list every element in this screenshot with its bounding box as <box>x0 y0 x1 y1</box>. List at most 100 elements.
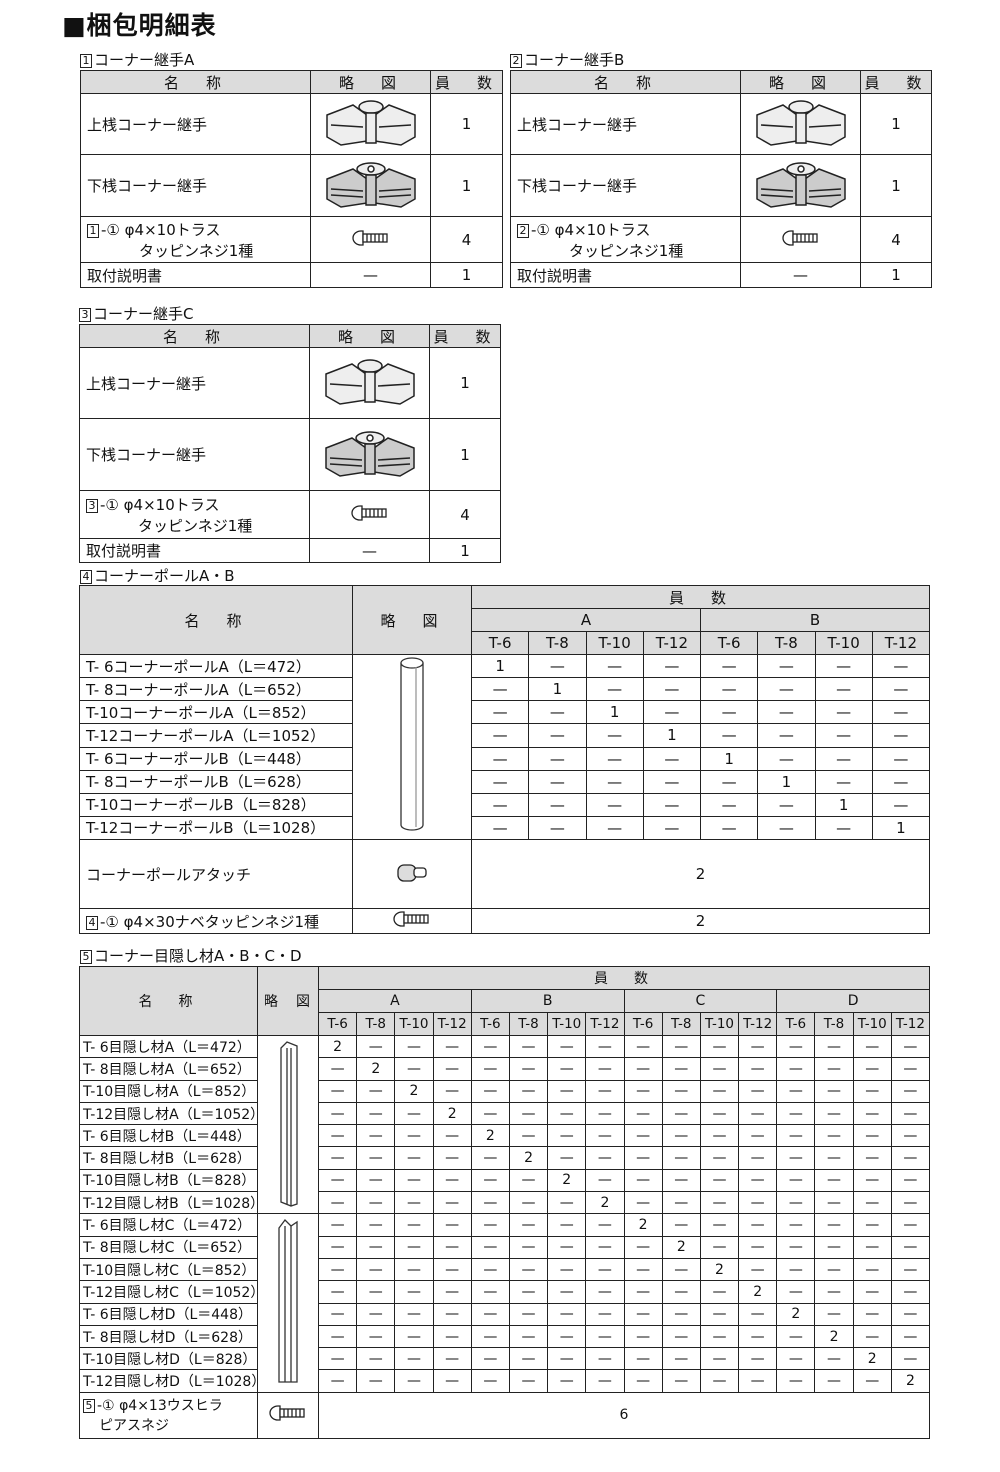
size-header: T-12 <box>738 1012 778 1036</box>
item-name: φ4×10トラス <box>554 220 651 239</box>
header-name: 名 称 <box>510 70 741 94</box>
qty: — <box>661 1302 701 1326</box>
table-row: 上桟コーナー継手 1 <box>79 347 501 419</box>
qty: — <box>394 1324 434 1349</box>
qty: 1 <box>429 347 501 419</box>
qty: — <box>356 1324 396 1349</box>
qty: 2 <box>470 839 931 909</box>
item-sub-number: -① <box>100 912 119 931</box>
qty: — <box>317 1057 358 1081</box>
qty: — <box>508 1369 549 1393</box>
qty: — <box>585 769 644 794</box>
section-title: コーナー継手B <box>524 51 625 69</box>
item-name: φ4×10トラス <box>124 220 221 239</box>
qty: — <box>585 1257 625 1282</box>
qty: — <box>699 677 759 702</box>
qty: — <box>852 1079 892 1103</box>
qty: — <box>814 1369 854 1393</box>
size-header: T-6 <box>470 631 530 655</box>
header-name: 名 称 <box>79 585 353 655</box>
item-name: T-10目隠し材D（L＝828） <box>79 1347 258 1371</box>
table-row: 下桟コーナー継手 1 <box>510 154 932 217</box>
qty: — <box>890 1324 931 1349</box>
qty: — <box>585 792 644 817</box>
qty: 2 <box>585 1191 625 1215</box>
qty: — <box>356 1168 396 1193</box>
table-row: 上桟コーナー継手 1 <box>510 93 932 155</box>
qty: — <box>585 1079 625 1103</box>
qty: — <box>508 1347 549 1371</box>
table-row: T- 6コーナーポールA（L＝472） 1— — — — — — — <box>79 653 931 840</box>
qty: — <box>871 677 931 702</box>
qty: 1 <box>860 262 932 288</box>
qty: — <box>661 1347 701 1371</box>
qty: — <box>661 1034 701 1059</box>
pic-none: — <box>362 541 377 560</box>
qty: — <box>871 723 931 748</box>
qty: 1 <box>430 154 503 217</box>
qty: — <box>890 1235 931 1259</box>
qty: 1 <box>814 792 873 817</box>
item-number: 2 <box>517 223 529 238</box>
qty: — <box>394 1124 434 1148</box>
qty: — <box>699 792 759 817</box>
qty: — <box>547 1191 587 1215</box>
table-row: 5 -① φ4×13ウスヒラ ピアスネジ 6 <box>79 1391 930 1439</box>
item-name: T- 8目隠し材D（L＝628） <box>79 1324 258 1349</box>
qty: — <box>394 1235 434 1259</box>
qty: — <box>661 1101 701 1126</box>
qty: — <box>470 792 530 817</box>
table-row: コーナーポールアタッチ 2 <box>79 839 931 909</box>
qty: — <box>776 1257 816 1282</box>
qty: — <box>470 1347 510 1371</box>
table-row: 1 -① φ4×10トラス タッピンネジ1種 4 <box>80 216 503 263</box>
table-row: T-12コーナーポールB（L＝1028） — — — — — — —1 <box>79 815 931 841</box>
item-name: T- 6コーナーポールA（L＝472） <box>79 653 353 679</box>
qty: 1 <box>429 538 501 563</box>
qty: — <box>661 1146 701 1170</box>
qty: — <box>642 700 702 725</box>
page-title: ■梱包明細表 <box>62 11 217 40</box>
qty: — <box>623 1302 663 1326</box>
size-header: T-8 <box>814 1012 854 1036</box>
qty: — <box>623 1168 663 1193</box>
qty: 1 <box>871 815 931 841</box>
qty: — <box>470 1324 510 1349</box>
qty: — <box>776 1124 816 1148</box>
qty: — <box>852 1057 892 1081</box>
qty: — <box>508 1257 549 1282</box>
qty: — <box>317 1146 358 1170</box>
qty: — <box>623 1369 663 1393</box>
table-row: T-10目隠し材C（L＝852） — — — — — — — — — —2— — — — — <box>79 1257 931 1282</box>
qty: — <box>738 1347 778 1371</box>
qty: — <box>508 1191 549 1215</box>
table-row: 取付説明書 — 1 <box>79 538 501 563</box>
qty: — <box>585 1213 625 1237</box>
qty: — <box>508 1057 549 1081</box>
cover-strip-cd-icon <box>273 1219 303 1390</box>
item-name: T- 6目隠し材B（L＝448） <box>79 1124 258 1148</box>
qty: — <box>699 815 759 841</box>
qty: — <box>317 1079 358 1103</box>
qty: — <box>547 1079 587 1103</box>
qty: — <box>317 1235 358 1259</box>
qty: — <box>738 1079 778 1103</box>
qty: — <box>661 1168 701 1193</box>
item-name: T-10目隠し材A（L＝852） <box>79 1079 258 1103</box>
qty: — <box>394 1347 434 1371</box>
header-qty: 員 数 <box>318 966 930 990</box>
qty: — <box>699 700 759 725</box>
qty: — <box>470 677 530 702</box>
qty: — <box>623 1146 663 1170</box>
table-row: T-12コーナーポールA（L＝1052） — — —1— — — — <box>79 723 931 748</box>
qty: — <box>585 1146 625 1170</box>
table-row: T- 6目隠し材A（L＝472） 2— — — — — — — — — — — — — — — <box>79 1034 931 1215</box>
qty: — <box>317 1257 358 1282</box>
qty: — <box>699 769 759 794</box>
qty: — <box>661 1057 701 1081</box>
qty: — <box>585 1324 625 1349</box>
qty: — <box>547 1235 587 1259</box>
qty: — <box>470 723 530 748</box>
item-name: 上桟コーナー継手 <box>86 374 207 393</box>
screw-icon <box>348 504 392 527</box>
